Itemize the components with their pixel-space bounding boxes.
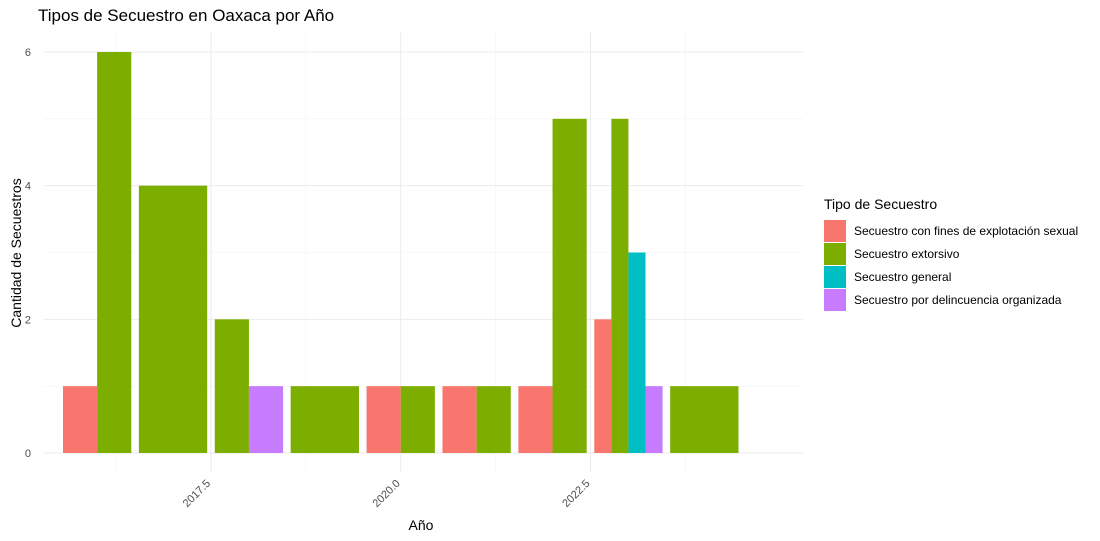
- bar-secuestro-con-fines-de-explotaci-n-sexual-2016: [62, 386, 98, 453]
- legend-label: Secuestro general: [854, 269, 952, 284]
- y-axis-title: Cantidad de Secuestros: [8, 178, 24, 327]
- bar-secuestro-por-delincuencia-organizada-2023: [645, 386, 663, 453]
- legend: Tipo de Secuestro Secuestro con fines de…: [824, 196, 1078, 311]
- legend-item: Secuestro por delincuencia organizada: [824, 288, 1078, 311]
- legend-item: Secuestro extorsivo: [824, 242, 1078, 265]
- y-tick-label: 2: [25, 314, 31, 326]
- bar-secuestro-con-fines-de-explotaci-n-sexual-2021: [442, 386, 477, 453]
- legend-label: Secuestro con fines de explotación sexua…: [854, 223, 1079, 238]
- chart-title: Tipos de Secuestro en Oaxaca por Año: [38, 6, 335, 25]
- legend-key: [824, 219, 846, 242]
- bar-secuestro-extorsivo-2024: [670, 386, 739, 453]
- bar-secuestro-extorsivo-2023: [611, 118, 629, 453]
- legend-title: Tipo de Secuestro: [824, 196, 938, 212]
- legend-label: Secuestro por delincuencia organizada: [854, 292, 1062, 307]
- legend-items: Secuestro con fines de explotación sexua…: [824, 219, 1078, 311]
- x-tick-label: 2022.5: [560, 478, 592, 510]
- bar-secuestro-extorsivo-2018: [214, 319, 249, 453]
- legend-key: [824, 242, 846, 265]
- bar-secuestro-por-delincuencia-organizada-2018: [248, 386, 284, 453]
- x-tick-label: 2017.5: [181, 478, 213, 510]
- bar-secuestro-extorsivo-2020: [400, 386, 435, 453]
- y-tick-label: 0: [25, 448, 31, 460]
- legend-item: Secuestro general: [824, 265, 1078, 288]
- legend-key: [824, 288, 846, 311]
- y-tick-label: 6: [25, 47, 31, 59]
- bar-secuestro-extorsivo-2022: [552, 118, 587, 453]
- legend-label: Secuestro extorsivo: [854, 246, 960, 261]
- legend-key: [824, 265, 846, 288]
- bar-secuestro-con-fines-de-explotaci-n-sexual-2022: [518, 386, 553, 453]
- bar-secuestro-extorsivo-2019: [290, 386, 359, 453]
- x-axis-title: Año: [409, 517, 434, 533]
- bar-secuestro-extorsivo-2017: [138, 185, 208, 453]
- bar-secuestro-general-2023: [628, 252, 646, 453]
- bars: [62, 52, 739, 453]
- bar-secuestro-con-fines-de-explotaci-n-sexual-2023: [594, 319, 612, 453]
- x-tick-label: 2020.0: [371, 478, 403, 510]
- bar-secuestro-extorsivo-2021: [476, 386, 511, 453]
- legend-item: Secuestro con fines de explotación sexua…: [824, 219, 1078, 242]
- bar-secuestro-extorsivo-2016: [97, 52, 132, 453]
- bar-secuestro-con-fines-de-explotaci-n-sexual-2020: [366, 386, 401, 453]
- y-tick-label: 4: [25, 181, 31, 193]
